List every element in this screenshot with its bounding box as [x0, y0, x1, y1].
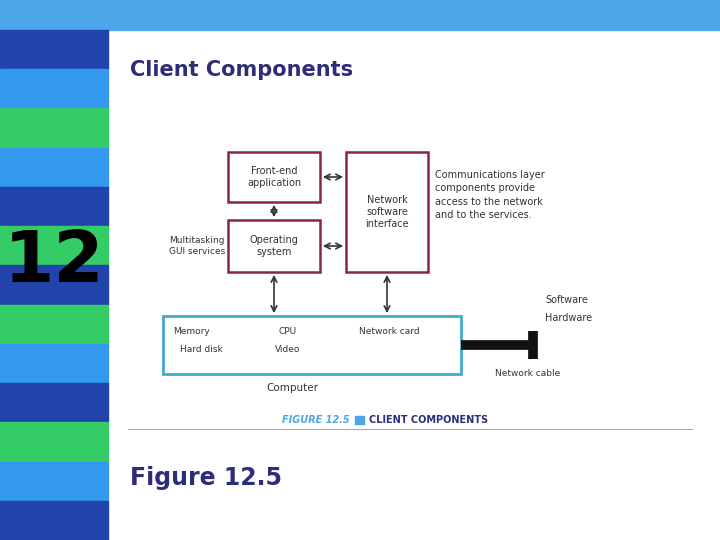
Text: 12: 12: [4, 227, 104, 296]
Bar: [0, 69, 108, 109]
Bar: [0, 265, 108, 305]
Bar: [0, 422, 108, 462]
Text: Network cable: Network cable: [495, 369, 561, 378]
Bar: [0, 0, 720, 30]
Bar: [0, 501, 108, 540]
Text: Video: Video: [275, 346, 301, 354]
Text: Hardware: Hardware: [545, 313, 592, 323]
Bar: [0, 383, 108, 422]
Text: Computer: Computer: [266, 383, 318, 393]
Bar: [0, 148, 108, 187]
Bar: [0, 344, 108, 383]
Text: CPU: CPU: [279, 327, 297, 336]
Bar: [0, 187, 108, 226]
Bar: [0, 305, 108, 344]
Text: FIGURE 12.5: FIGURE 12.5: [282, 415, 350, 425]
Text: Operating
system: Operating system: [250, 235, 298, 257]
Bar: [163, 316, 461, 374]
Text: CLIENT COMPONENTS: CLIENT COMPONENTS: [369, 415, 488, 425]
Bar: [355, 416, 364, 424]
Text: Client Components: Client Components: [130, 60, 353, 80]
Bar: [228, 152, 320, 202]
Text: Software: Software: [545, 295, 588, 305]
Bar: [0, 109, 108, 148]
Bar: [228, 220, 320, 272]
Text: Multitasking
GUI services: Multitasking GUI services: [168, 237, 225, 256]
Text: Memory: Memory: [173, 327, 210, 336]
Bar: [346, 152, 428, 272]
Bar: [0, 30, 108, 69]
Text: Communications layer
components provide
access to the network
and to the service: Communications layer components provide …: [435, 170, 545, 220]
Text: Network
software
interface: Network software interface: [365, 195, 409, 228]
Bar: [0, 226, 108, 265]
Bar: [0, 462, 108, 501]
Text: Hard disk: Hard disk: [179, 346, 222, 354]
Text: Front-end
application: Front-end application: [247, 166, 301, 188]
Text: Network card: Network card: [359, 327, 419, 336]
Text: Figure 12.5: Figure 12.5: [130, 466, 282, 490]
